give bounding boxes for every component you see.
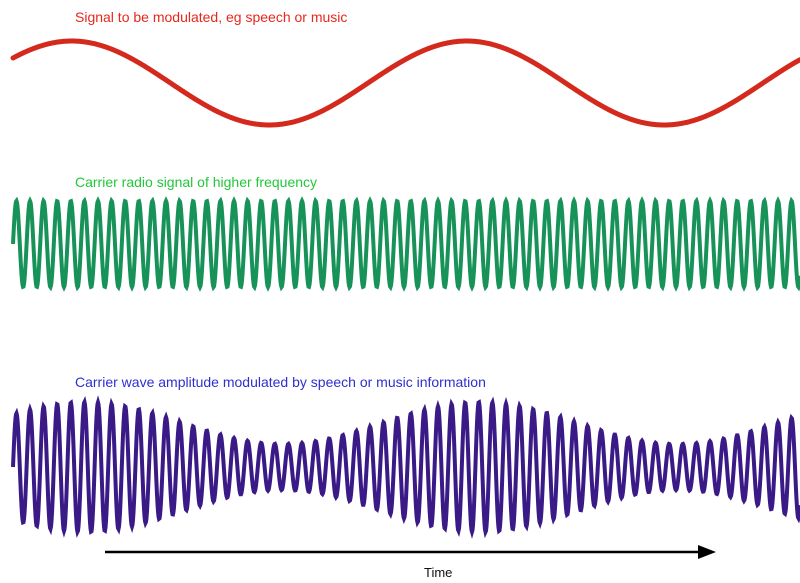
carrier-wave: [11, 196, 800, 292]
time-axis-arrowhead: [698, 545, 716, 559]
amplitude-modulated-wave: [11, 395, 800, 539]
signal-label: Signal to be modulated, eg speech or mus…: [75, 9, 348, 25]
modulated-label: Carrier wave amplitude modulated by spee…: [75, 374, 486, 390]
carrier-label: Carrier radio signal of higher frequency: [75, 174, 318, 190]
modulating-signal-wave: [10, 38, 800, 128]
time-axis-label: Time: [424, 565, 453, 580]
